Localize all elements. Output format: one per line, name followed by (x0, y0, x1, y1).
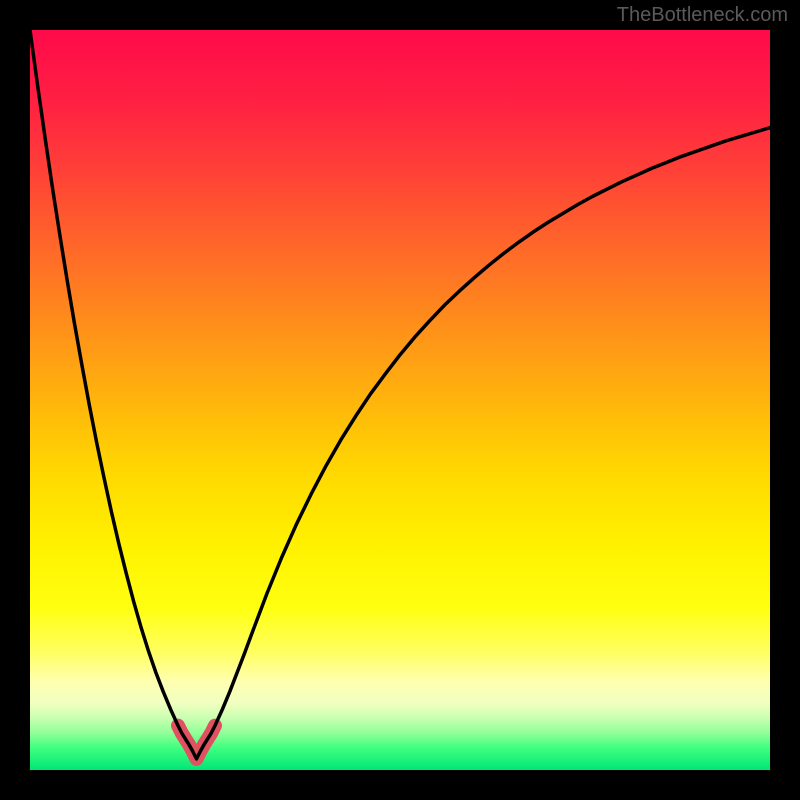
gradient-background (30, 30, 770, 770)
plot-area (30, 30, 770, 770)
watermark-text: TheBottleneck.com (617, 4, 788, 27)
